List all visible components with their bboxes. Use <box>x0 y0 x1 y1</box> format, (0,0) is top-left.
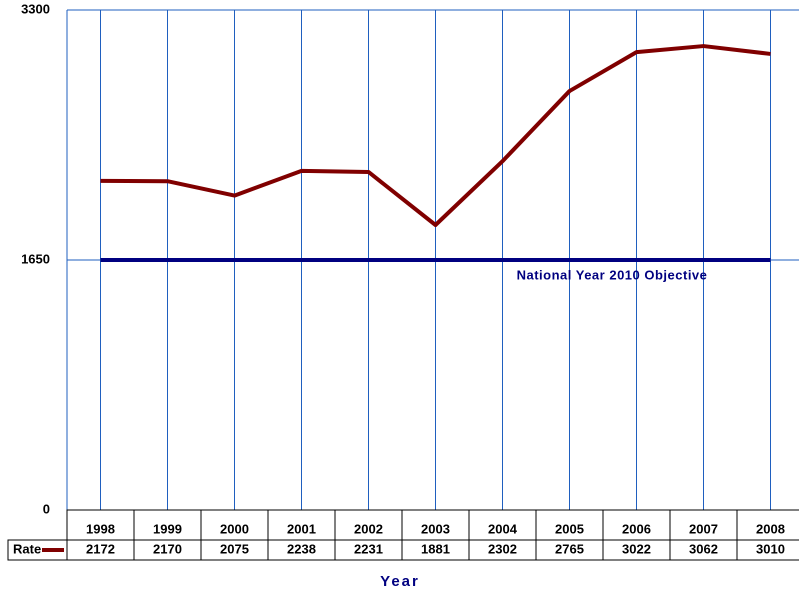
y-tick-label: 0 <box>43 501 50 516</box>
table-value: 2238 <box>287 541 316 556</box>
x-tick-label: 2002 <box>354 521 383 536</box>
table-value: 3062 <box>689 541 718 556</box>
x-tick-label: 1998 <box>86 521 115 536</box>
table-border <box>7 539 799 561</box>
table-value: 2170 <box>153 541 182 556</box>
y-tick-label: 3300 <box>21 1 50 16</box>
x-tick-label: 2004 <box>488 521 518 536</box>
x-tick-label: 2005 <box>555 521 584 536</box>
series-line <box>100 44 771 227</box>
y-tick-label: 1650 <box>21 251 50 266</box>
table-value: 2231 <box>354 541 383 556</box>
x-tick-label: 1999 <box>153 521 182 536</box>
table-value: 2302 <box>488 541 517 556</box>
x-axis-label: Year <box>380 573 420 590</box>
reference-label: National Year 2010 Objective <box>517 267 708 282</box>
table-value: 3022 <box>622 541 651 556</box>
x-tick-label: 2000 <box>220 521 249 536</box>
x-tick-label: 2003 <box>421 521 450 536</box>
table-value: 3010 <box>756 541 785 556</box>
legend-label: Rate <box>13 541 41 556</box>
x-tick-label: 2006 <box>622 521 651 536</box>
table-value: 1881 <box>421 541 450 556</box>
x-tick-label: 2001 <box>287 521 316 536</box>
table-value: 2172 <box>86 541 115 556</box>
table-value: 2765 <box>555 541 584 556</box>
x-tick-label: 2008 <box>756 521 785 536</box>
table-value: 2075 <box>220 541 249 556</box>
x-tick-label: 2007 <box>689 521 718 536</box>
